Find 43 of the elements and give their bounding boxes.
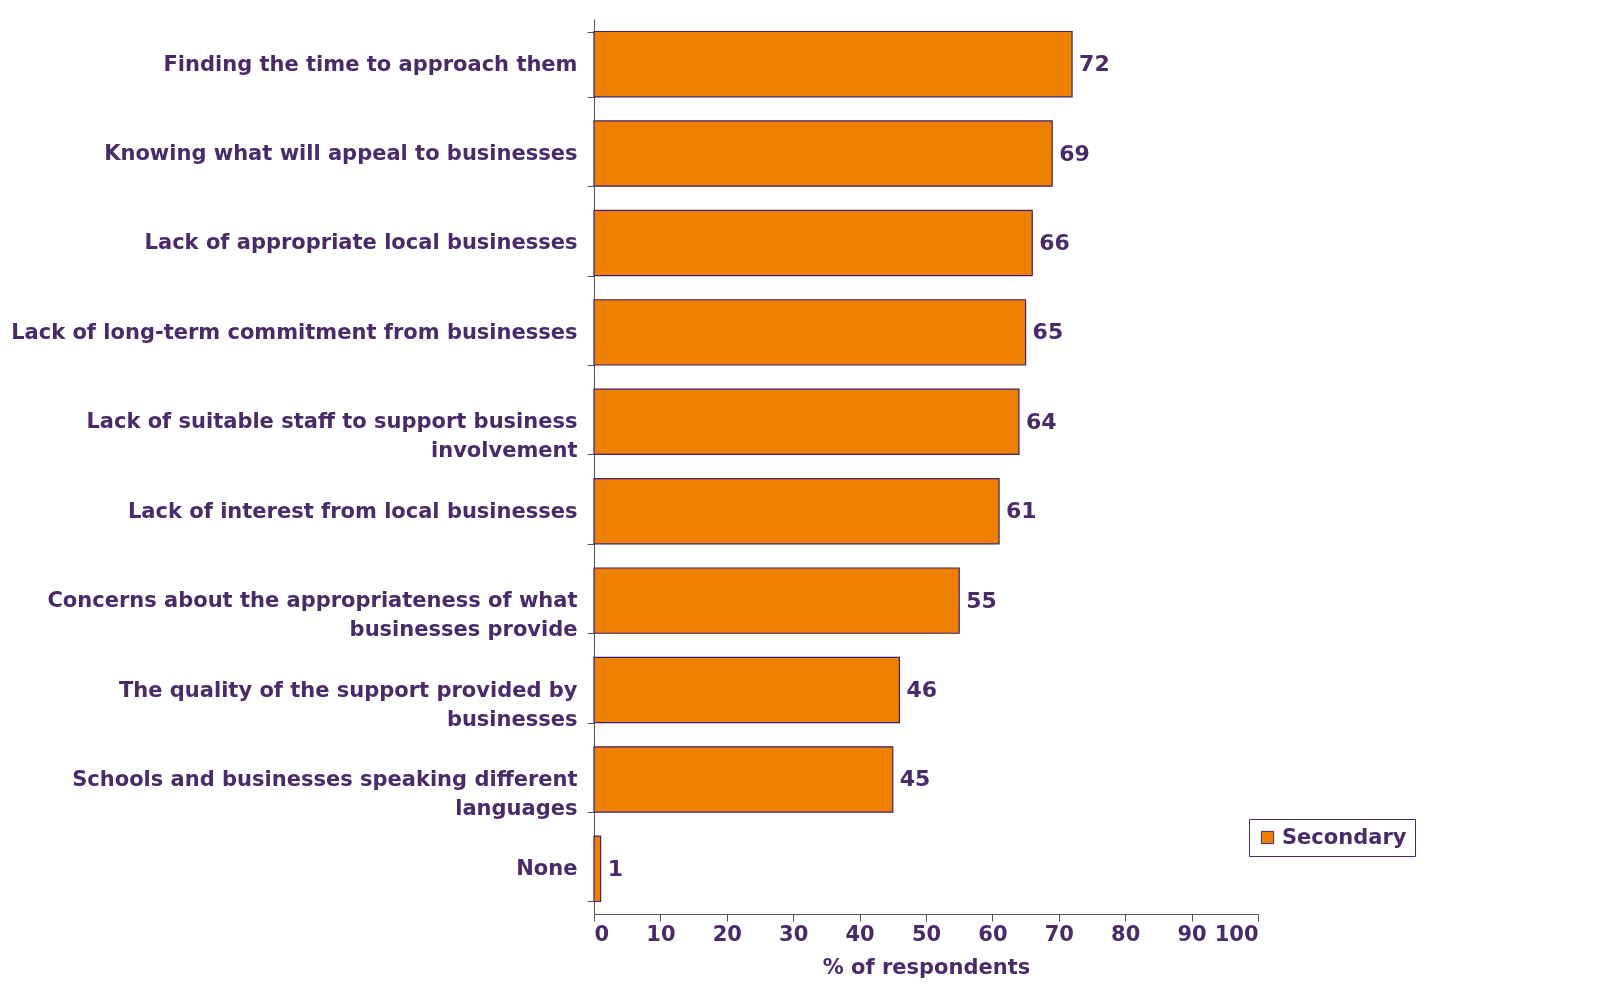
data-label: 64 xyxy=(1025,408,1057,434)
bar xyxy=(593,477,1000,545)
bar xyxy=(593,30,1073,98)
bar xyxy=(593,835,602,903)
bar xyxy=(593,567,960,634)
x-tick-label: 90 xyxy=(1177,921,1207,946)
data-label: 46 xyxy=(906,677,938,703)
bar xyxy=(593,209,1033,277)
data-label: 55 xyxy=(966,587,997,613)
bar xyxy=(593,746,894,813)
y-tick-label: Lack of appropriate local businesses xyxy=(144,230,578,255)
data-label: 45 xyxy=(899,766,931,792)
y-tick-label: None xyxy=(516,856,578,881)
x-tick-label: 80 xyxy=(1111,921,1141,946)
y-tick-label: Schools and businesses speaking different languages xyxy=(72,766,578,820)
x-tick-label: 100 xyxy=(1214,921,1259,946)
y-tick-label: Lack of long-term commitment from businesses xyxy=(11,319,578,344)
x-axis-title: % of respondents xyxy=(822,954,1031,979)
legend-label: Secondary xyxy=(1282,824,1407,849)
x-tick-label: 20 xyxy=(712,921,742,946)
data-label: 66 xyxy=(1039,229,1070,255)
data-label: 65 xyxy=(1032,319,1064,345)
x-tick-label: 50 xyxy=(911,921,942,946)
y-tick-label: Lack of interest from local businesses xyxy=(127,498,578,523)
x-tick-label: 0 xyxy=(594,921,610,946)
data-label: 1 xyxy=(607,855,623,881)
y-tick-label: Finding the time to approach them xyxy=(163,51,578,76)
y-tick-label: Concerns about the appropriateness of what businesses provide xyxy=(47,588,578,642)
x-tick-label: 10 xyxy=(646,921,676,946)
bar xyxy=(593,120,1053,187)
bar xyxy=(593,388,1020,456)
x-tick-label: 60 xyxy=(978,921,1008,946)
data-label: 61 xyxy=(1006,498,1037,524)
bar xyxy=(593,299,1027,366)
data-label: 72 xyxy=(1079,51,1110,77)
y-tick-label: The quality of the support provided by businesses xyxy=(118,677,578,731)
x-tick-label: 70 xyxy=(1044,921,1074,946)
y-tick-label: Lack of suitable staff to support business involvement xyxy=(86,409,578,463)
x-tick-label: 30 xyxy=(779,921,809,946)
bar xyxy=(593,656,901,724)
y-tick-label: Knowing what will appeal to businesses xyxy=(104,141,578,166)
x-tick-label: 40 xyxy=(845,921,875,946)
data-label: 69 xyxy=(1059,140,1090,166)
